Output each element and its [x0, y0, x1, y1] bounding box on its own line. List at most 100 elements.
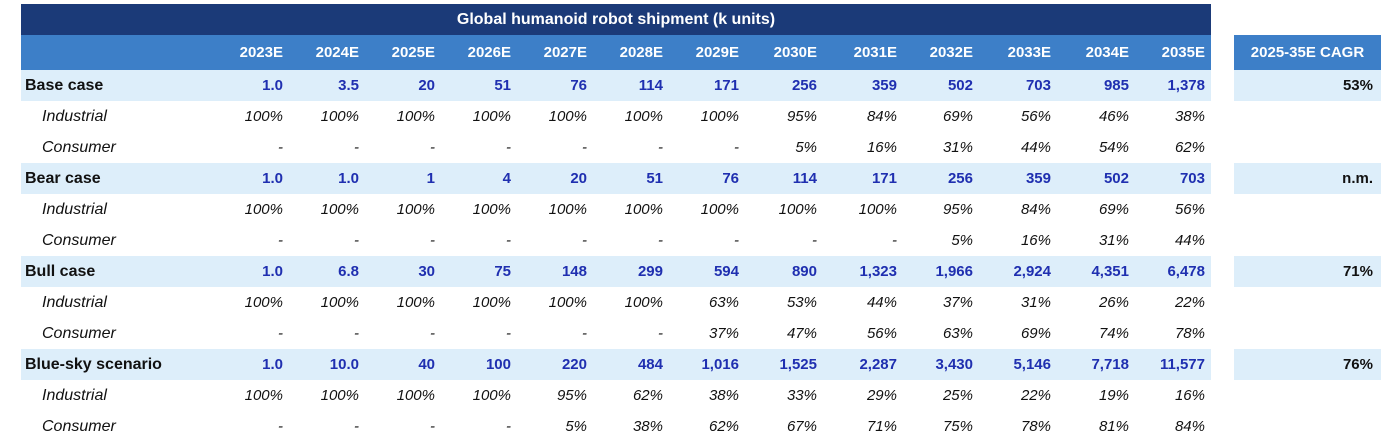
table-cell: 502 [1103, 170, 1129, 187]
table-cell: 16% [1174, 387, 1205, 404]
row-label: Consumer [42, 231, 116, 249]
table-cell: 74% [1098, 325, 1129, 342]
table-cell: 100% [472, 387, 511, 404]
table-cell: 11,577 [1159, 356, 1205, 373]
table-cell: - [354, 418, 359, 435]
year-header-cell: 2032E [929, 44, 973, 61]
table-cell: 69% [1098, 201, 1129, 218]
table-cell: 1,966 [935, 263, 973, 280]
table-cell: 100% [320, 201, 359, 218]
table-cell: - [506, 139, 511, 156]
table-cell: 5% [565, 418, 587, 435]
table-cell: 84% [1174, 418, 1205, 435]
table-cell: 171 [871, 170, 897, 187]
table-cell: - [892, 232, 897, 249]
table-cell: - [582, 232, 587, 249]
table-cell: 95% [942, 201, 973, 218]
table-cell: - [658, 232, 663, 249]
table-cell: 20 [418, 77, 435, 94]
year-header-cell: 2034E [1085, 44, 1129, 61]
cagr-cell: 76% [1234, 349, 1381, 380]
table-cell: 100% [396, 108, 435, 125]
table-cell: 1,323 [859, 263, 897, 280]
table-cell: 29% [866, 387, 897, 404]
table-cell: 100% [320, 108, 359, 125]
table-cell: 100% [472, 201, 511, 218]
row-label: Blue-sky scenario [25, 355, 162, 373]
table-cell: - [278, 325, 283, 342]
table-cell: 256 [791, 77, 817, 94]
table-cell: - [506, 232, 511, 249]
table-cell: 100% [244, 387, 283, 404]
table-cell: 56% [866, 325, 897, 342]
table-cell: 78% [1174, 325, 1205, 342]
table-cell: 1.0 [262, 263, 283, 280]
table-cell: 47% [786, 325, 817, 342]
table-cell: 359 [1025, 170, 1051, 187]
table-cell: 75 [494, 263, 511, 280]
row-label: Bull case [25, 262, 96, 280]
table-cell: 100% [472, 294, 511, 311]
year-header-cell: 2033E [1007, 44, 1051, 61]
table-cell: - [354, 325, 359, 342]
table-cell: 299 [637, 263, 663, 280]
table-cell: 31% [1020, 294, 1051, 311]
table-cell: 31% [942, 139, 973, 156]
table-title: Global humanoid robot shipment (k units) [21, 4, 1211, 35]
table-cell: 6,478 [1167, 263, 1205, 280]
table-cell: - [812, 232, 817, 249]
table-cell: 62% [1174, 139, 1205, 156]
table-cell: 20 [570, 170, 587, 187]
table-cell: - [658, 325, 663, 342]
row-label: Industrial [42, 293, 107, 311]
year-header-cell: 2023E [239, 44, 283, 61]
table-cell: 100% [472, 108, 511, 125]
table-cell: 63% [708, 294, 739, 311]
table-cell: 5% [795, 139, 817, 156]
table-cell: 76 [722, 170, 739, 187]
mix-row: Industrial 100% 100% 100% 100% 100% 100% 100% 10… [21, 194, 1211, 225]
table-cell: 1,016 [701, 356, 739, 373]
row-label: Industrial [42, 200, 107, 218]
table-cell: 25% [942, 387, 973, 404]
table-cell: 100% [624, 201, 663, 218]
table-cell: - [354, 232, 359, 249]
row-label: Base case [25, 76, 104, 94]
mix-row: Consumer - - - - - - - 5% 16% 31% 44% 54% 62% [21, 132, 1211, 163]
table-cell: 148 [561, 263, 587, 280]
table-cell: 62% [708, 418, 739, 435]
table-cell: 38% [1174, 108, 1205, 125]
table-cell: 22% [1020, 387, 1051, 404]
table-cell: 95% [786, 108, 817, 125]
table-cell: 2,287 [859, 356, 897, 373]
table-cell: 100% [244, 294, 283, 311]
table-cell: 37% [942, 294, 973, 311]
table-cell: 22% [1174, 294, 1205, 311]
table-cell: - [430, 139, 435, 156]
table-cell: 703 [1179, 170, 1205, 187]
table-cell: 100% [624, 294, 663, 311]
row-label: Consumer [42, 138, 116, 156]
row-label: Industrial [42, 107, 107, 125]
table-cell: - [430, 418, 435, 435]
cagr-cell: 53% [1234, 70, 1381, 101]
table-cell: 1.0 [338, 170, 359, 187]
table-cell: - [430, 325, 435, 342]
scenario-row: Blue-sky scenario 1.0 10.0 40 100 220 484 1,016… [21, 349, 1211, 380]
table-cell: 1.0 [262, 77, 283, 94]
table-cell: - [278, 232, 283, 249]
table-cell: 38% [708, 387, 739, 404]
table-cell: 51 [494, 77, 511, 94]
cagr-cell: n.m. [1234, 163, 1381, 194]
table-cell: 67% [786, 418, 817, 435]
table-cell: 76 [570, 77, 587, 94]
table-cell: - [582, 325, 587, 342]
table-cell: 7,718 [1091, 356, 1129, 373]
table-cell: 75% [942, 418, 973, 435]
table-cell: 31% [1098, 232, 1129, 249]
table-cell: 46% [1098, 108, 1129, 125]
mix-row: Consumer - - - - - - 37% 47% 56% 63% 69% 74% 78% [21, 318, 1211, 349]
table-cell: 4,351 [1091, 263, 1129, 280]
cagr-cell: 71% [1234, 256, 1381, 287]
mix-row: Consumer - - - - - - - - - 5% 16% 31% 44% [21, 225, 1211, 256]
